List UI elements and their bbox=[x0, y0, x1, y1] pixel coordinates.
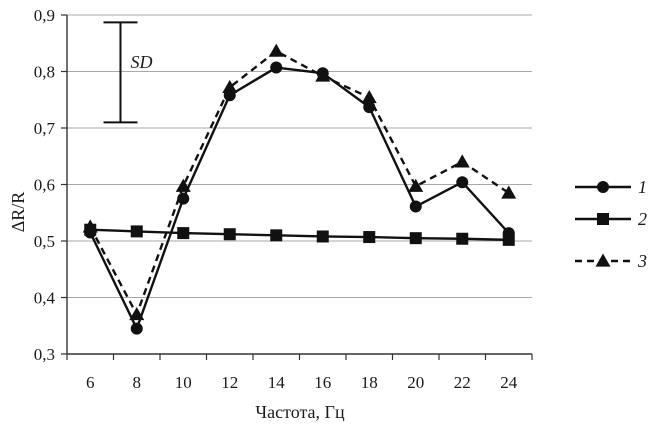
y-tick-label: 0,3 bbox=[34, 345, 55, 364]
legend: 1 2 3 bbox=[575, 177, 647, 271]
data-point bbox=[363, 101, 376, 114]
data-point bbox=[454, 154, 470, 168]
data-point bbox=[177, 192, 190, 205]
data-point bbox=[84, 226, 97, 239]
data-point bbox=[597, 181, 609, 193]
y-tick-label: 0,9 bbox=[34, 6, 55, 25]
x-tick-label: 16 bbox=[314, 373, 331, 392]
data-point bbox=[501, 185, 517, 199]
data-point bbox=[597, 213, 609, 225]
series-3 bbox=[82, 43, 517, 321]
y-tick-label: 0,8 bbox=[34, 63, 55, 82]
x-axis-title: Частота, Гц bbox=[255, 402, 345, 422]
data-point bbox=[595, 253, 611, 267]
data-point bbox=[130, 225, 143, 238]
data-point bbox=[316, 67, 329, 80]
y-tick-labels: 0,3 0,4 0,5 0,6 0,7 0,8 0,9 bbox=[34, 6, 56, 364]
y-tick-label: 0,6 bbox=[34, 176, 55, 195]
data-point bbox=[177, 227, 190, 240]
x-tick-label: 6 bbox=[86, 373, 95, 392]
data-point bbox=[222, 79, 238, 93]
data-point bbox=[130, 322, 143, 335]
x-tick-label: 8 bbox=[133, 373, 142, 392]
x-tick-label: 22 bbox=[454, 373, 471, 392]
series-line bbox=[89, 66, 510, 330]
x-tick-label: 18 bbox=[361, 373, 378, 392]
data-point bbox=[502, 227, 515, 240]
data-point bbox=[361, 89, 377, 104]
sd-error-bar: SD bbox=[103, 21, 152, 124]
legend-item: 3 bbox=[575, 251, 647, 271]
data-point bbox=[316, 230, 329, 243]
x-tick-label: 20 bbox=[407, 373, 424, 392]
y-axis-title: ΔR/R bbox=[8, 192, 28, 233]
x-tick-label: 24 bbox=[500, 373, 518, 392]
x-tick-label: 12 bbox=[221, 373, 238, 392]
data-point bbox=[268, 43, 284, 57]
data-point bbox=[270, 229, 283, 242]
legend-item: 2 bbox=[575, 209, 647, 229]
y-tick-label: 0,4 bbox=[34, 289, 56, 308]
legend-label: 1 bbox=[638, 177, 647, 197]
x-tick-labels: 6 8 10 12 14 16 18 20 22 24 bbox=[86, 373, 518, 392]
data-point bbox=[363, 231, 376, 244]
data-point bbox=[408, 178, 424, 192]
legend-label: 3 bbox=[637, 251, 647, 271]
series-line bbox=[90, 228, 509, 242]
x-tick-label: 10 bbox=[175, 373, 192, 392]
data-point bbox=[223, 228, 236, 241]
sd-label: SD bbox=[130, 52, 152, 72]
y-tick-label: 0,5 bbox=[34, 232, 55, 251]
series-group bbox=[82, 43, 517, 335]
axes bbox=[61, 14, 533, 360]
series-line bbox=[89, 49, 510, 316]
data-point bbox=[456, 232, 469, 245]
data-point bbox=[223, 89, 236, 102]
legend-item: 1 bbox=[575, 177, 647, 197]
data-point bbox=[409, 200, 422, 213]
data-point bbox=[456, 176, 469, 189]
data-point bbox=[409, 232, 422, 245]
series-1 bbox=[84, 61, 515, 335]
data-point bbox=[270, 61, 283, 74]
series-2 bbox=[84, 223, 515, 246]
y-tick-label: 0,7 bbox=[34, 119, 56, 138]
x-tick-label: 14 bbox=[268, 373, 286, 392]
legend-label: 2 bbox=[638, 209, 647, 229]
